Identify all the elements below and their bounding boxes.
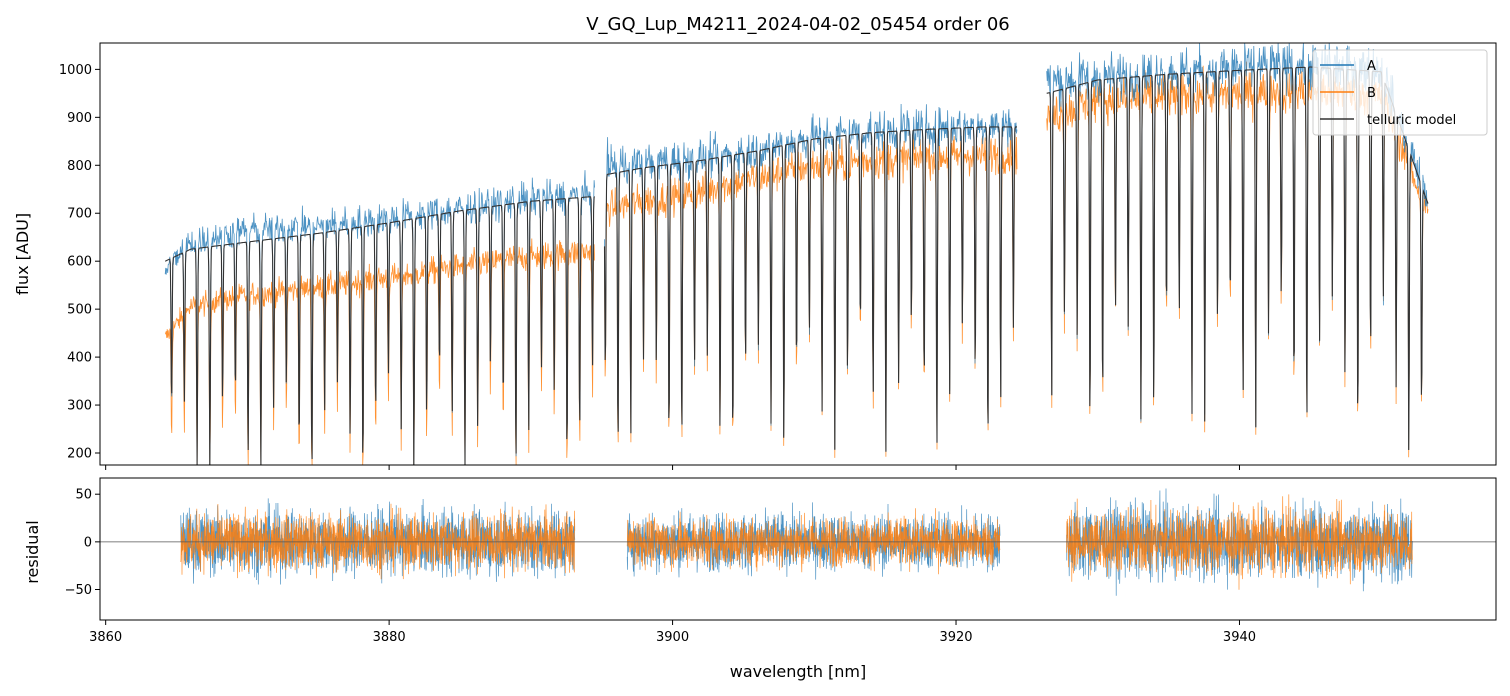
top-series-group xyxy=(164,42,1429,466)
x-axis-label: wavelength [nm] xyxy=(730,662,867,681)
legend: A B telluric model xyxy=(1312,49,1488,136)
bottom-axes-frame xyxy=(99,477,1497,621)
residual-b-segment-0 xyxy=(180,503,576,580)
top-x-ticks xyxy=(105,465,1240,470)
top-y-tick-label: 800 xyxy=(67,159,92,174)
top-y-tick-label: 200 xyxy=(67,447,92,462)
series-telluric-model-segment-1 xyxy=(603,126,1017,452)
top-y-tick-label: 400 xyxy=(67,351,92,366)
top-y-tick-label: 600 xyxy=(67,255,92,270)
bottom-panel: −50 0 50 3860 3880 3900 3920 3940 residual wav… xyxy=(23,477,1497,681)
top-y-tick-label: 500 xyxy=(67,303,92,318)
residual-b-segment-1 xyxy=(626,508,1001,575)
legend-label-a: A xyxy=(1367,59,1376,74)
bottom-x-tick-label: 3940 xyxy=(1223,630,1256,645)
bottom-y-axis-label: residual xyxy=(23,520,42,583)
bottom-x-tick-label: 3880 xyxy=(373,630,406,645)
residual-b-segment-2 xyxy=(1066,494,1413,590)
bottom-x-tick-label: 3900 xyxy=(656,630,689,645)
bottom-y-tick-label: 0 xyxy=(84,535,92,550)
top-y-tick-label: 700 xyxy=(67,207,92,222)
chart-title: V_GQ_Lup_M4211_2024-04-02_05454 order 06 xyxy=(586,14,1010,35)
top-y-tick-label: 900 xyxy=(67,111,92,126)
top-axes-frame xyxy=(99,42,1497,466)
bottom-x-ticks: 3860 3880 3900 3920 3940 xyxy=(89,620,1256,645)
series-b-segment-0 xyxy=(164,238,595,466)
top-y-tick-label: 300 xyxy=(67,399,92,414)
bottom-y-ticks: −50 0 50 xyxy=(65,488,100,598)
top-y-ticks: 200 300 400 500 600 700 800 900 1000 xyxy=(59,63,100,462)
bottom-y-tick-label: 50 xyxy=(75,488,92,503)
top-y-tick-label: 1000 xyxy=(59,63,92,78)
bottom-x-tick-label: 3860 xyxy=(89,630,122,645)
legend-box xyxy=(1312,49,1488,136)
legend-label-model: telluric model xyxy=(1367,113,1456,128)
bottom-x-tick-label: 3920 xyxy=(939,630,972,645)
top-y-axis-label: flux [ADU] xyxy=(13,213,32,295)
series-telluric-model-segment-0 xyxy=(164,196,596,466)
bottom-series-group xyxy=(180,488,1413,596)
bottom-y-tick-label: −50 xyxy=(65,583,92,598)
legend-label-b: B xyxy=(1367,86,1376,101)
